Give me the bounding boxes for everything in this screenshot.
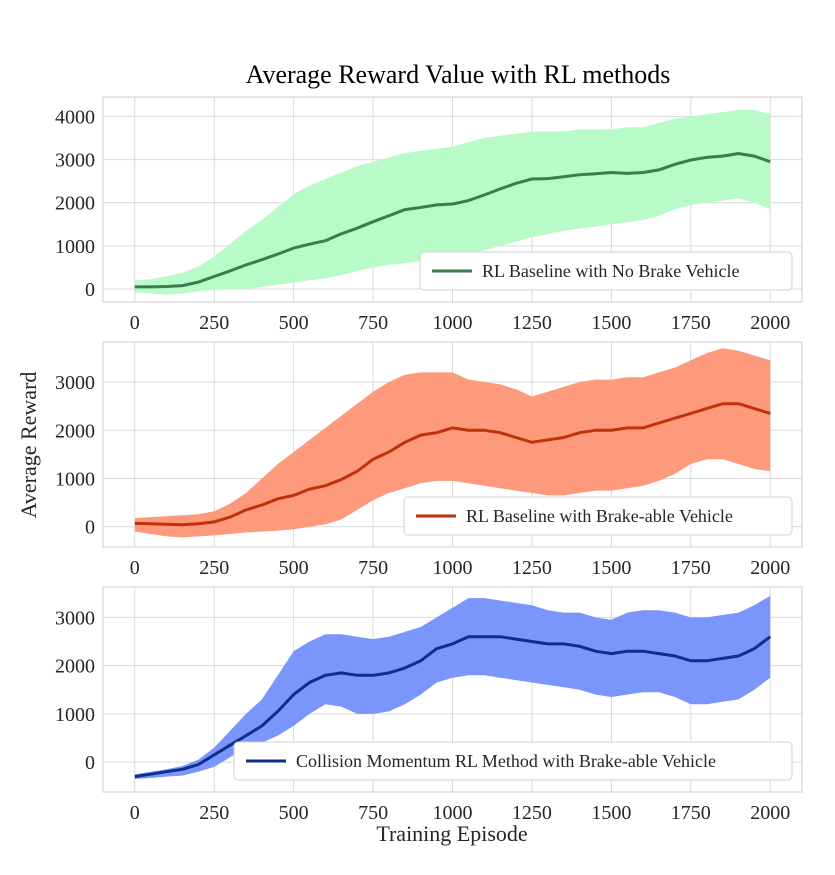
x-tick-label: 1000 — [433, 557, 473, 579]
x-tick-label: 500 — [279, 312, 309, 334]
confidence-band — [134, 348, 771, 538]
x-tick-label: 1750 — [671, 802, 711, 824]
legend-label: RL Baseline with No Brake Vehicle — [482, 261, 739, 281]
x-tick-label: 0 — [130, 802, 140, 824]
y-tick-label: 1000 — [55, 704, 95, 726]
x-tick-label: 1500 — [591, 557, 631, 579]
x-axis-label: Training Episode — [376, 821, 527, 846]
x-tick-label: 750 — [358, 557, 388, 579]
legend: RL Baseline with No Brake Vehicle — [419, 251, 793, 291]
y-tick-label: 0 — [85, 279, 95, 301]
y-axis-label: Average Reward — [16, 372, 41, 519]
x-tick-label: 2000 — [750, 557, 790, 579]
x-tick-label: 1750 — [671, 557, 711, 579]
legend-box — [233, 741, 793, 781]
x-tick-label: 1500 — [591, 802, 631, 824]
x-tick-label: 2000 — [750, 802, 790, 824]
legend: Collision Momentum RL Method with Brake-… — [233, 741, 793, 781]
y-tick-label: 0 — [85, 752, 95, 774]
x-tick-label: 1000 — [433, 802, 473, 824]
legend: RL Baseline with Brake-able Vehicle — [403, 496, 793, 536]
subplot-2: 0 250 500 750 1000 1250 1500 1750 2000 0 1000 2000 3… — [55, 341, 803, 579]
x-tick-label: 1250 — [512, 557, 552, 579]
x-tick-label: 250 — [199, 557, 229, 579]
x-tick-label: 2000 — [750, 312, 790, 334]
legend-box — [419, 251, 793, 291]
confidence-band — [134, 595, 771, 779]
y-tick-label: 3000 — [55, 150, 95, 172]
x-tick-label: 250 — [199, 312, 229, 334]
subplot-1: 0 250 500 750 1000 1250 1500 1750 2000 0 1000 2000 3… — [55, 96, 803, 334]
x-tick-label: 1250 — [512, 312, 552, 334]
axes-frame — [102, 586, 803, 793]
mean-line — [134, 635, 772, 779]
axes-frame — [102, 96, 803, 303]
x-tick-label: 1500 — [591, 312, 631, 334]
mean-line — [134, 402, 771, 527]
x-tick-label: 500 — [279, 802, 309, 824]
mean-line — [134, 152, 771, 289]
x-tick-label: 500 — [279, 557, 309, 579]
x-tick-label: 1250 — [512, 802, 552, 824]
y-tick-label: 2000 — [55, 420, 95, 442]
x-tick-label: 1000 — [433, 312, 473, 334]
y-tick-label: 1000 — [55, 236, 95, 258]
x-tick-label: 250 — [199, 802, 229, 824]
y-tick-label: 0 — [85, 517, 95, 539]
y-tick-label: 3000 — [55, 607, 95, 629]
subplot-3: 0 250 500 750 1000 1250 1500 1750 2000 0 1000 2000 3… — [55, 586, 803, 824]
x-tick-label: 750 — [358, 802, 388, 824]
legend-box — [403, 496, 793, 536]
chart-title: Average Reward Value with RL methods — [246, 60, 671, 89]
y-tick-label: 2000 — [55, 193, 95, 215]
x-tick-label: 0 — [130, 557, 140, 579]
x-tick-label: 750 — [358, 312, 388, 334]
y-tick-label: 1000 — [55, 469, 95, 491]
y-tick-label: 4000 — [55, 106, 95, 128]
y-tick-label: 2000 — [55, 656, 95, 678]
y-tick-label: 3000 — [55, 372, 95, 394]
axes-frame — [102, 341, 803, 548]
legend-label: Collision Momentum RL Method with Brake-… — [296, 751, 716, 771]
legend-label: RL Baseline with Brake-able Vehicle — [466, 506, 733, 526]
x-tick-label: 1750 — [671, 312, 711, 334]
x-tick-label: 0 — [130, 312, 140, 334]
